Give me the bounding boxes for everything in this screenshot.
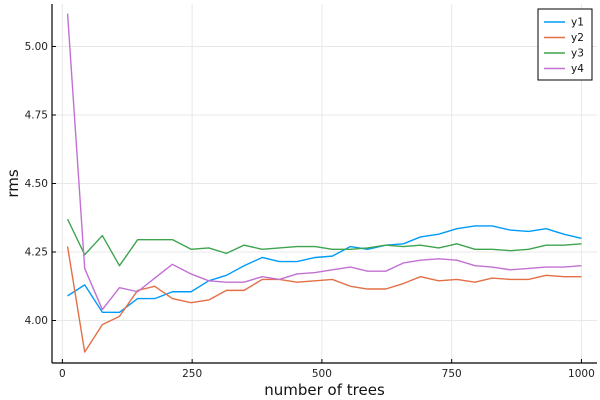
series-line-y4 — [66, 13, 582, 311]
legend-label-y4: y4 — [571, 63, 584, 75]
y-tick-label: 5.00 — [25, 41, 48, 53]
x-tick-label: 750 — [442, 368, 462, 380]
y-axis-label: rms — [4, 169, 22, 198]
y-tick-label: 4.25 — [25, 247, 48, 259]
series-line-y1 — [67, 225, 582, 313]
grid — [52, 4, 597, 363]
legend-label-y3: y3 — [571, 48, 584, 60]
x-tick-label: 500 — [312, 368, 332, 380]
ticks: 0 250 500 750 1000 4.00 4.25 4.50 4.75 5.00 — [25, 41, 595, 380]
y-tick-label: 4.50 — [25, 178, 48, 190]
x-axis-label: number of trees — [264, 381, 385, 399]
y-tick-label: 4.00 — [25, 315, 48, 327]
y-tick-label: 4.75 — [25, 109, 48, 121]
legend: y1 y2 y3 y4 — [537, 8, 593, 81]
series-line-y3 — [66, 218, 582, 267]
x-tick-label: 250 — [182, 368, 202, 380]
series-line-y2 — [66, 246, 582, 353]
series-group — [66, 13, 582, 353]
legend-label-y2: y2 — [571, 32, 584, 44]
x-tick-label: 1000 — [568, 368, 595, 380]
x-tick-label: 0 — [59, 368, 66, 380]
legend-label-y1: y1 — [571, 17, 584, 29]
